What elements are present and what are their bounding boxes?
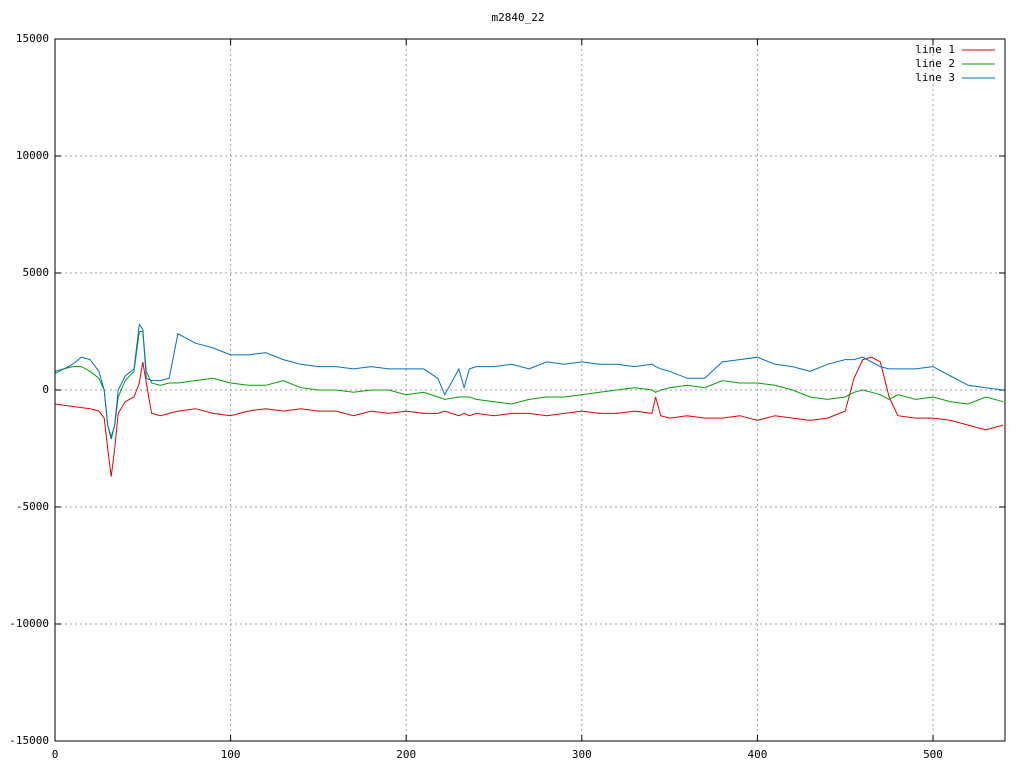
chart-title: m2840_22 <box>492 11 545 24</box>
y-tick-label: 15000 <box>16 32 49 45</box>
x-tick-label: 300 <box>572 748 592 761</box>
plot-frame <box>54 38 1006 742</box>
x-tick-label: 400 <box>747 748 767 761</box>
legend-label: line 2 <box>915 57 955 70</box>
x-tick-label: 200 <box>396 748 416 761</box>
y-tick-label: 5000 <box>23 266 50 279</box>
y-tick-label: 10000 <box>16 149 49 162</box>
y-tick-label: -5000 <box>16 500 49 513</box>
x-tick-label: 0 <box>52 748 59 761</box>
legend-label: line 1 <box>915 43 955 56</box>
y-tick-label: -10000 <box>9 617 49 630</box>
legend-label: line 3 <box>915 71 955 84</box>
data-line <box>54 323 1004 440</box>
x-tick-label: 100 <box>221 748 241 761</box>
x-tick-label: 500 <box>923 748 943 761</box>
y-tick-label: 0 <box>42 383 49 396</box>
data-line <box>54 356 1004 477</box>
y-tick-label: -15000 <box>9 734 49 747</box>
